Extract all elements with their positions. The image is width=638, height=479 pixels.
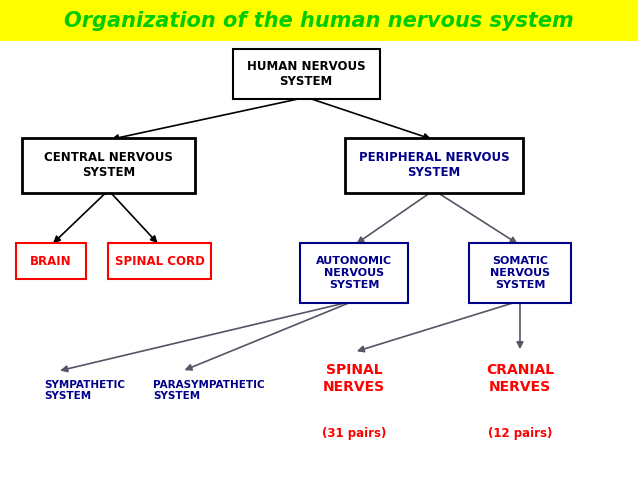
FancyBboxPatch shape — [0, 0, 638, 41]
FancyBboxPatch shape — [300, 243, 408, 303]
Text: SOMATIC
NERVOUS
SYSTEM: SOMATIC NERVOUS SYSTEM — [490, 256, 550, 290]
FancyBboxPatch shape — [108, 243, 211, 279]
Text: (12 pairs): (12 pairs) — [488, 427, 552, 440]
FancyBboxPatch shape — [22, 138, 195, 193]
Text: (31 pairs): (31 pairs) — [322, 427, 386, 440]
Text: CRANIAL
NERVES: CRANIAL NERVES — [486, 363, 554, 394]
Text: PARASYMPATHETIC
SYSTEM: PARASYMPATHETIC SYSTEM — [153, 379, 265, 401]
FancyBboxPatch shape — [345, 138, 523, 193]
Text: Organization of the human nervous system: Organization of the human nervous system — [64, 11, 574, 31]
FancyBboxPatch shape — [469, 243, 571, 303]
FancyBboxPatch shape — [233, 49, 380, 100]
Text: CENTRAL NERVOUS
SYSTEM: CENTRAL NERVOUS SYSTEM — [44, 151, 173, 179]
Text: SYMPATHETIC
SYSTEM: SYMPATHETIC SYSTEM — [45, 379, 126, 401]
Text: BRAIN: BRAIN — [30, 254, 72, 268]
Text: SPINAL CORD: SPINAL CORD — [115, 254, 204, 268]
Text: PERIPHERAL NERVOUS
SYSTEM: PERIPHERAL NERVOUS SYSTEM — [359, 151, 509, 179]
Text: SPINAL
NERVES: SPINAL NERVES — [323, 363, 385, 394]
Text: HUMAN NERVOUS
SYSTEM: HUMAN NERVOUS SYSTEM — [247, 60, 366, 88]
FancyBboxPatch shape — [16, 243, 86, 279]
Text: AUTONOMIC
NERVOUS
SYSTEM: AUTONOMIC NERVOUS SYSTEM — [316, 256, 392, 290]
